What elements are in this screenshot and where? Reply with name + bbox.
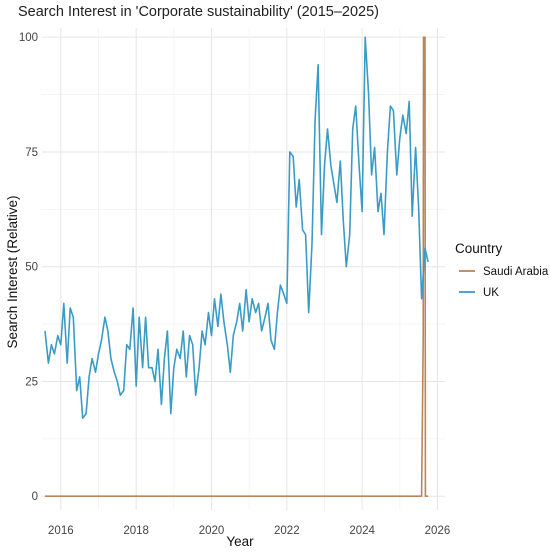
y-tick-label: 0 xyxy=(32,491,38,503)
y-tick-label: 25 xyxy=(25,376,38,388)
x-tick-label: 2016 xyxy=(48,525,74,537)
legend: Country Saudi Arabia UK xyxy=(455,241,549,299)
series-layer xyxy=(44,36,429,497)
y-tick-label: 100 xyxy=(19,32,38,44)
x-axis-ticks: 2016 2018 2020 2022 2024 2026 xyxy=(48,525,450,537)
series-line-saudi-arabia xyxy=(45,36,429,497)
legend-title: Country xyxy=(455,241,503,256)
x-tick-label: 2026 xyxy=(425,525,451,537)
x-tick-label: 2022 xyxy=(274,525,300,537)
x-tick-label: 2024 xyxy=(349,525,375,537)
x-tick-label: 2020 xyxy=(199,525,225,537)
chart-title: Search Interest in 'Corporate sustainabi… xyxy=(18,4,379,20)
y-tick-label: 50 xyxy=(25,262,38,274)
legend-label-saudi-arabia: Saudi Arabia xyxy=(483,266,549,278)
x-tick-label: 2018 xyxy=(123,525,149,537)
y-tick-label: 75 xyxy=(25,147,38,159)
y-axis-ticks: 0 25 50 75 100 xyxy=(19,32,38,503)
legend-label-uk: UK xyxy=(483,287,499,299)
grid xyxy=(42,28,445,510)
x-axis-title: Year xyxy=(226,534,254,549)
series-line-uk xyxy=(44,36,429,419)
y-axis-title: Search Interest (Relative) xyxy=(5,195,20,348)
